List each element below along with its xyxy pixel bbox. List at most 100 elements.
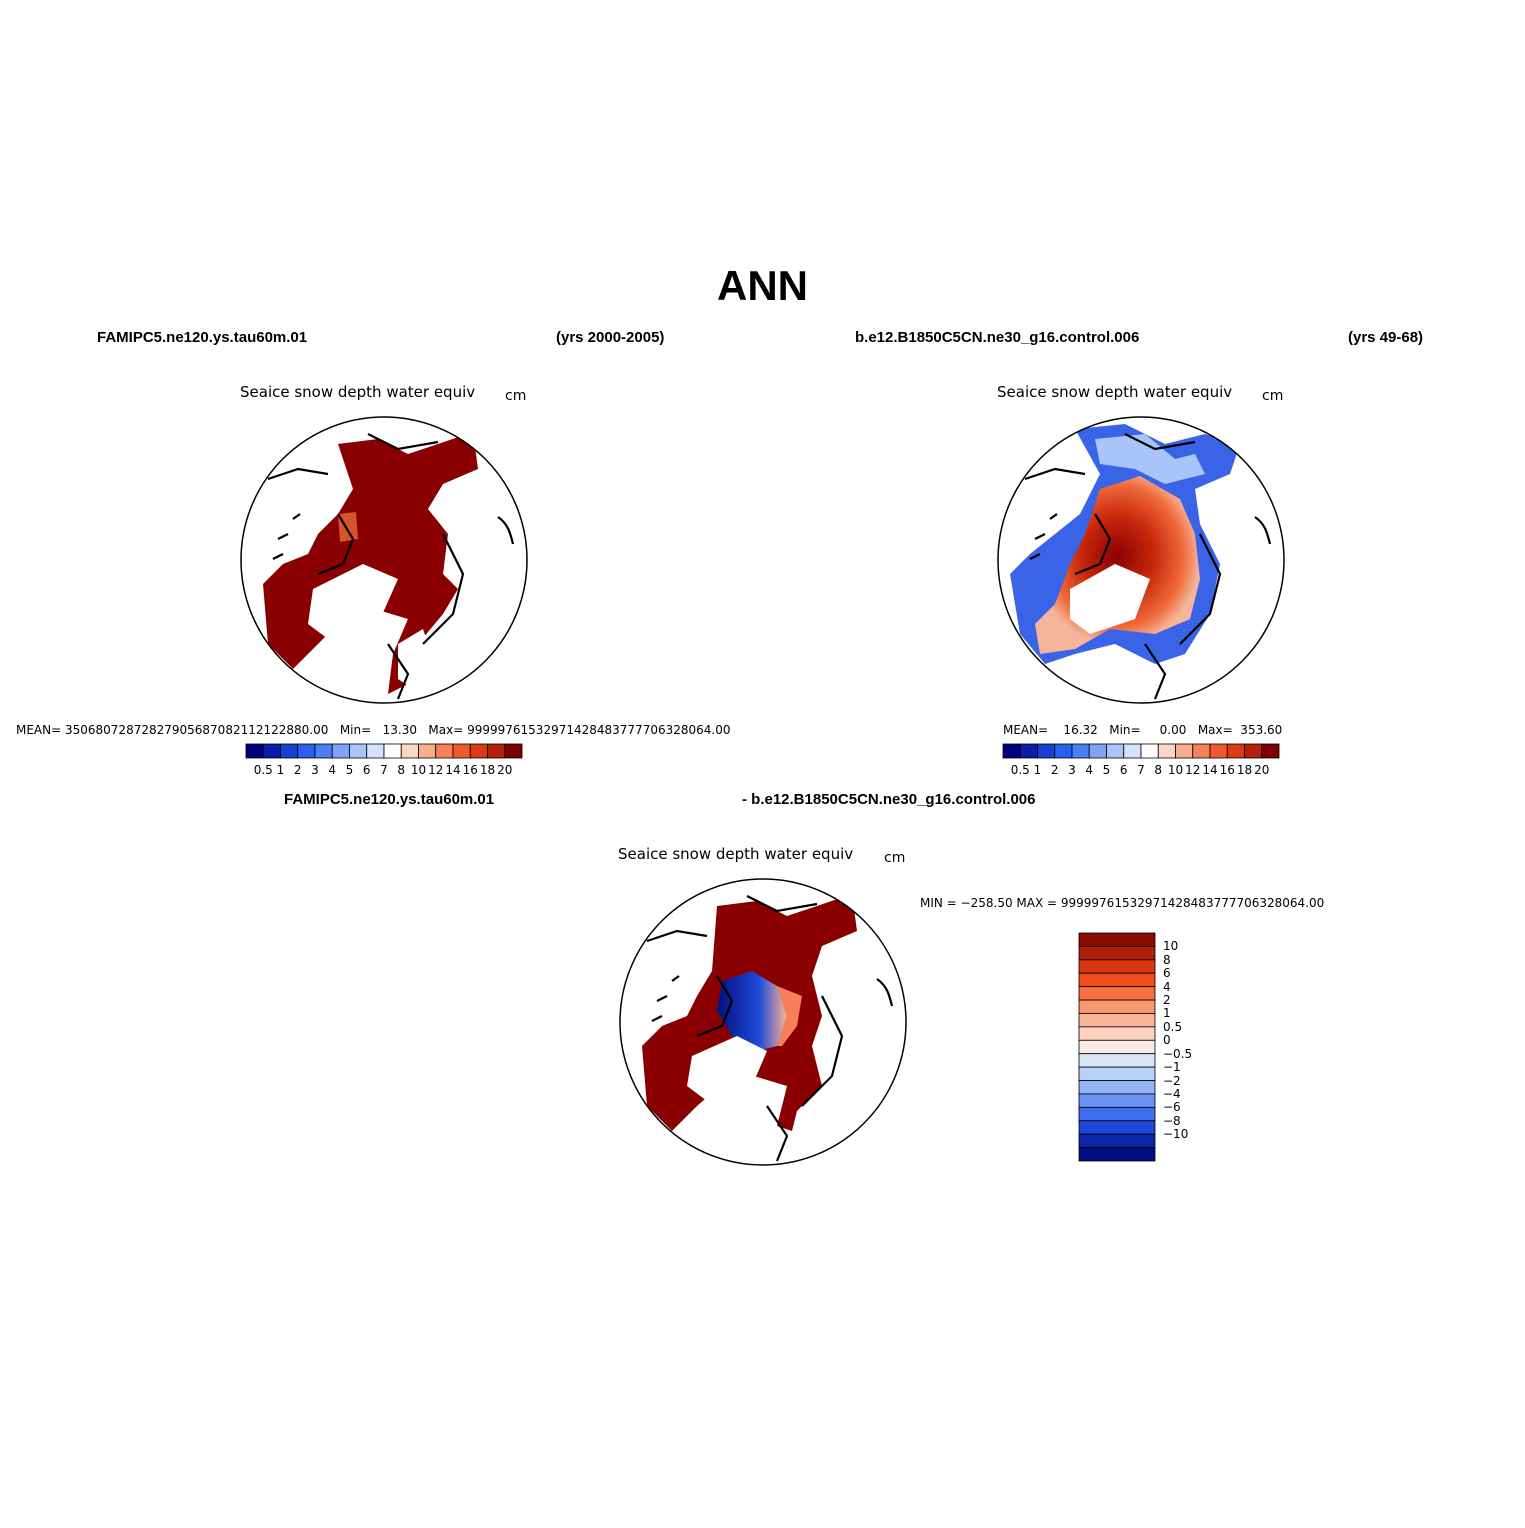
colorbar-box <box>1078 1013 1156 1028</box>
colorbar-box <box>1157 743 1176 759</box>
colorbar-box <box>418 743 437 759</box>
colorbar-box <box>1002 743 1021 759</box>
colorbar-tick-label: 6 <box>1163 966 1171 981</box>
colorbar-box <box>1078 986 1156 1001</box>
top-right-colorbar <box>1002 743 1280 759</box>
colorbar-box <box>280 743 299 759</box>
colorbar-box <box>400 743 419 759</box>
difference-colorbar <box>1078 932 1156 1162</box>
difference-negative-field <box>717 971 787 1051</box>
colorbar-box <box>1244 743 1263 759</box>
colorbar-tick-label: 6 <box>362 763 371 777</box>
colorbar-box <box>1078 1080 1156 1095</box>
colorbar-tick-label: 2 <box>1163 993 1171 1008</box>
colorbar-box <box>1037 743 1056 759</box>
top-left-snow-field <box>263 432 478 694</box>
colorbar-tick-label: 12 <box>428 763 444 777</box>
colorbar-box <box>1019 743 1038 759</box>
colorbar-tick-label: −10 <box>1163 1127 1189 1142</box>
colorbar-tick-label: −2 <box>1163 1073 1181 1088</box>
colorbar-tick-label: 18 <box>479 763 496 777</box>
difference-minmax: MIN = −258.50 MAX = 99999761532971428483… <box>920 896 1325 910</box>
colorbar-box <box>245 743 264 759</box>
colorbar-box <box>366 743 385 759</box>
top-left-units: cm <box>505 388 527 404</box>
colorbar-box <box>487 743 506 759</box>
top-left-colorbar-labels: 0.5 1 2 3 4 5 6 7 8 10 12 14 16 18 20 <box>244 763 524 779</box>
colorbar-tick-label: 12 <box>1185 763 1201 777</box>
colorbar-tick-label: −8 <box>1163 1113 1181 1128</box>
colorbar-box <box>1175 743 1194 759</box>
colorbar-tick-label: 10 <box>410 763 427 777</box>
colorbar-box <box>1226 743 1245 759</box>
colorbar-tick-label: 0 <box>1163 1033 1171 1048</box>
colorbar-box <box>1078 959 1156 974</box>
colorbar-box <box>1078 1039 1156 1055</box>
colorbar-tick-label: 2 <box>1050 763 1059 777</box>
colorbar-tick-label: 2 <box>293 763 302 777</box>
colorbar-tick-label: −4 <box>1163 1086 1181 1101</box>
colorbar-tick-label: 3 <box>1068 763 1076 777</box>
colorbar-tick-label: 4 <box>1085 763 1094 777</box>
colorbar-box <box>1078 1133 1156 1148</box>
colorbar-tick-label: −1 <box>1163 1060 1181 1075</box>
difference-plot-title: Seaice snow depth water equiv <box>618 845 854 863</box>
colorbar-tick-label: −6 <box>1163 1100 1181 1115</box>
top-left-stats: MEAN= 35068072872827905687082112122880.0… <box>16 723 731 737</box>
top-right-plot-title: Seaice snow depth water equiv <box>997 383 1233 401</box>
colorbar-box <box>314 743 333 759</box>
colorbar-tick-label: −0.5 <box>1163 1046 1193 1061</box>
top-right-years: (yrs 49-68) <box>1348 329 1424 346</box>
top-left-years: (yrs 2000-2005) <box>556 329 665 346</box>
colorbar-box <box>383 743 402 759</box>
top-right-case-name: b.e12.B1850C5CN.ne30_g16.control.006 <box>855 329 1140 346</box>
difference-case-b: - b.e12.B1850C5CN.ne30_g16.control.006 <box>742 791 1036 808</box>
top-left-case-name: FAMIPC5.ne120.ys.tau60m.01 <box>97 329 308 346</box>
colorbar-box <box>349 743 368 759</box>
colorbar-tick-label: 6 <box>1119 763 1128 777</box>
colorbar-box <box>1078 1120 1156 1135</box>
colorbar-box <box>1088 743 1107 759</box>
colorbar-tick-label: 14 <box>1202 763 1218 777</box>
colorbar-box <box>262 743 281 759</box>
colorbar-tick-label: 14 <box>445 763 461 777</box>
top-right-polar-map <box>997 416 1285 704</box>
colorbar-tick-label: 1 <box>276 763 285 777</box>
colorbar-tick-label: 8 <box>397 763 406 777</box>
colorbar-tick-label: 1 <box>1163 1006 1171 1021</box>
colorbar-box <box>1078 1053 1156 1068</box>
difference-polar-map <box>619 878 907 1166</box>
colorbar-tick-label: 8 <box>1154 763 1163 777</box>
top-right-stats: MEAN= 16.32 Min= 0.00 Max= 353.60 <box>1003 723 1283 737</box>
colorbar-box <box>1078 972 1156 988</box>
top-left-plot-title: Seaice snow depth water equiv <box>240 383 476 401</box>
colorbar-tick-label: 16 <box>1219 763 1235 777</box>
colorbar-tick-label: 5 <box>1102 763 1111 777</box>
colorbar-box <box>1140 743 1159 759</box>
top-right-colorbar-labels: 0.5 1 2 3 4 5 6 7 8 10 12 14 16 18 20 <box>1001 763 1281 779</box>
colorbar-tick-label: 8 <box>1163 952 1171 967</box>
colorbar-box <box>452 743 471 759</box>
colorbar-tick-label: 0.5 <box>253 763 273 777</box>
top-left-polar-map <box>240 416 528 704</box>
colorbar-box <box>1071 743 1090 759</box>
colorbar-box <box>1078 1093 1156 1108</box>
colorbar-box <box>1192 743 1211 759</box>
top-left-colorbar <box>245 743 523 759</box>
colorbar-tick-label: 20 <box>1254 763 1270 777</box>
colorbar-tick-label: 0.5 <box>1010 763 1030 777</box>
colorbar-tick-label: 10 <box>1163 939 1179 954</box>
difference-units: cm <box>884 850 906 866</box>
colorbar-tick-label: 7 <box>380 763 388 777</box>
difference-colorbar-labels: 10 8 6 4 2 1 0.5 0 −0.5 −1 −2 −4 −6 −8 −10 <box>1163 931 1223 1163</box>
top-right-units: cm <box>1262 388 1284 404</box>
colorbar-tick-label: 5 <box>345 763 354 777</box>
figure-title: ANN <box>717 262 808 309</box>
colorbar-box <box>1078 1026 1156 1041</box>
colorbar-box <box>469 743 488 759</box>
colorbar-box <box>1054 743 1073 759</box>
colorbar-tick-label: 0.5 <box>1163 1019 1183 1034</box>
colorbar-box <box>504 743 523 759</box>
colorbar-box <box>1261 743 1280 759</box>
colorbar-box <box>1106 743 1125 759</box>
